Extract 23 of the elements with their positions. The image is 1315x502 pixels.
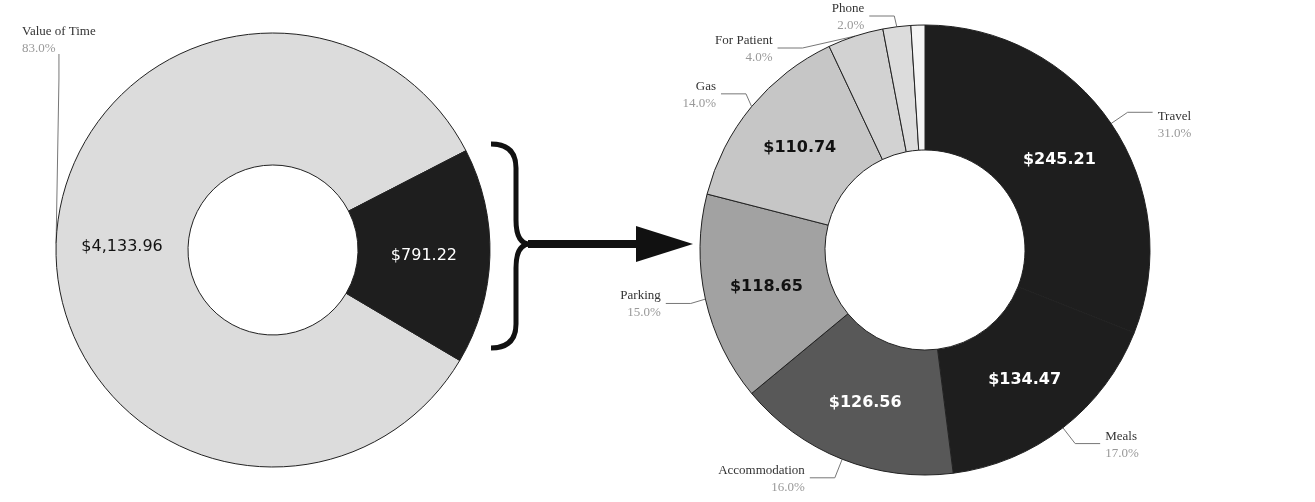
text: 83.0% bbox=[22, 40, 56, 55]
text: 31.0% bbox=[1157, 124, 1192, 140]
slice-label: Value of Time bbox=[22, 23, 96, 38]
data-label: $134.47 bbox=[988, 368, 1062, 388]
slice-label: Gas bbox=[695, 77, 716, 93]
slice-label: Parking bbox=[620, 287, 662, 303]
slice-label: Travel bbox=[1157, 107, 1192, 123]
data-label: $245.21 bbox=[1022, 149, 1096, 169]
slice-label: Phone bbox=[831, 0, 865, 15]
data-label: $126.56 bbox=[828, 391, 902, 411]
slice-label: For Patient bbox=[715, 32, 773, 47]
data-label: $791.22 bbox=[390, 244, 458, 264]
data-label: $4,133.96 bbox=[81, 236, 163, 256]
text: 17.0% bbox=[1105, 444, 1139, 460]
slice-label: Accommodation bbox=[718, 461, 806, 477]
text: 14.0% bbox=[682, 94, 716, 110]
text: 15.0% bbox=[627, 304, 661, 320]
text: 4.0% bbox=[745, 49, 773, 64]
text: 2.0% bbox=[837, 17, 865, 32]
data-label: $118.65 bbox=[729, 275, 803, 295]
data-label: $110.74 bbox=[763, 136, 837, 156]
text: 16.0% bbox=[771, 478, 805, 494]
slice-label: Meals bbox=[1105, 427, 1137, 443]
